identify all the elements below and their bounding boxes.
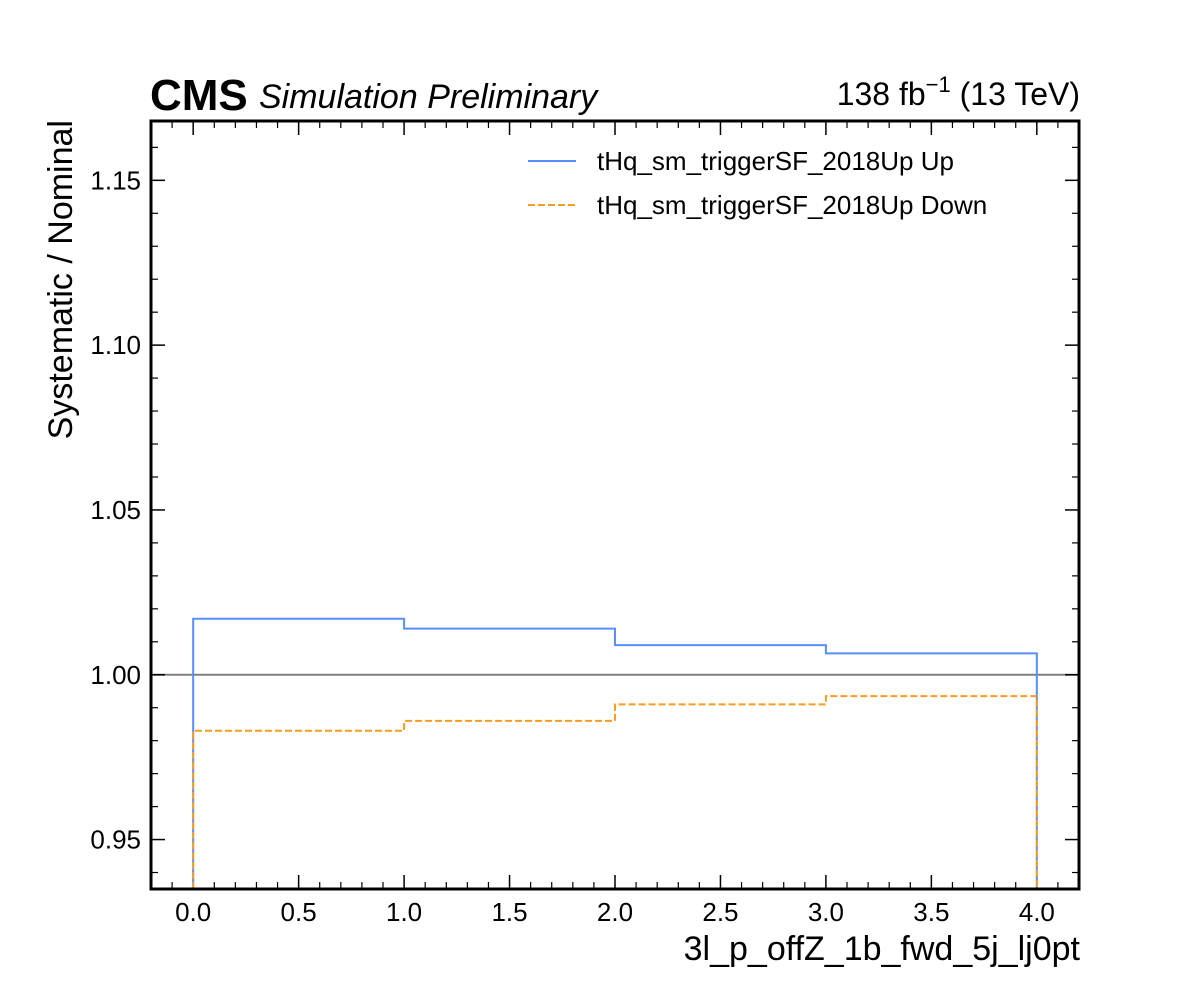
x-tick-label: 3.5 [913, 897, 949, 927]
lumi-value: 138 fb [837, 76, 926, 112]
energy-value: (13 TeV) [951, 76, 1080, 112]
series-line-up [192, 617, 1038, 889]
y-axis-label: Systematic / Nominal [42, 120, 80, 439]
y-tick-label: 1.10 [90, 330, 141, 360]
y-tick-label: 1.00 [90, 660, 141, 690]
x-tick-label: 4.0 [1019, 897, 1055, 927]
series-line-down [192, 695, 1038, 889]
legend-entry: tHq_sm_triggerSF_2018Up Down [597, 190, 987, 220]
lumi-label: 138 fb−1 (13 TeV) [837, 72, 1080, 112]
plot-frame [149, 119, 1081, 891]
x-tick-label: 1.0 [386, 897, 422, 927]
series-lines [192, 617, 1038, 889]
x-axis-label: 3l_p_offZ_1b_fwd_5j_lj0pt [684, 930, 1081, 968]
x-tick-label: 0.5 [281, 897, 317, 927]
axis-ticks: 0.0 0.5 1.0 1.5 2.0 2.5 3.0 3.5 4.0 0.95 1.00 1.05 1… [90, 121, 1079, 927]
x-tick-label: 2.5 [702, 897, 738, 927]
experiment-label: CMS [150, 71, 248, 120]
x-tick-label: 1.5 [491, 897, 527, 927]
x-tick-label: 0.0 [175, 897, 211, 927]
y-tick-label: 1.05 [90, 495, 141, 525]
x-tick-label: 3.0 [808, 897, 844, 927]
status-label: Simulation Preliminary [259, 78, 599, 116]
lumi-exponent: −1 [926, 72, 951, 97]
legend-entry: tHq_sm_triggerSF_2018Up Up [597, 146, 954, 176]
x-tick-label: 2.0 [597, 897, 633, 927]
legend: tHq_sm_triggerSF_2018Up Up tHq_sm_trigger… [528, 146, 987, 220]
y-tick-label: 1.15 [90, 165, 141, 195]
y-tick-label: 0.95 [90, 825, 141, 855]
